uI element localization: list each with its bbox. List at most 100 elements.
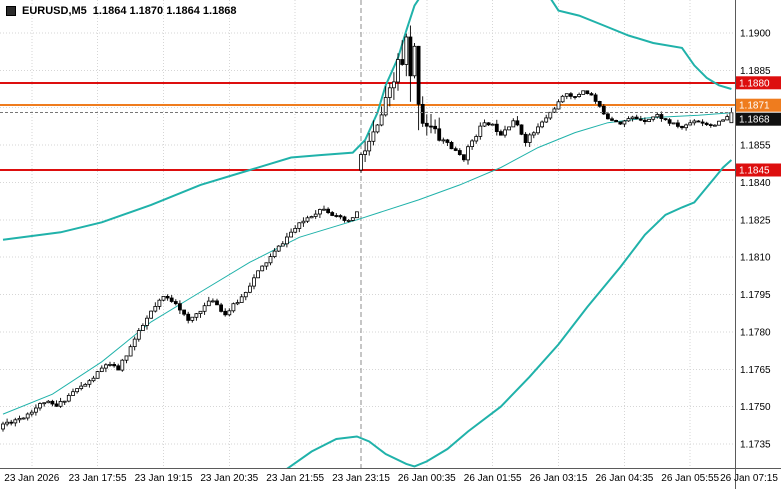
candle-body xyxy=(177,303,182,311)
candle-body xyxy=(112,363,116,367)
candle-body xyxy=(13,419,18,424)
candle-body xyxy=(223,310,228,316)
candle-body xyxy=(202,305,207,312)
candle-body xyxy=(186,313,191,321)
candle-body xyxy=(132,338,137,348)
candle-body xyxy=(449,141,454,150)
price-badge-1.1871 xyxy=(736,98,781,112)
candle-body xyxy=(441,139,446,142)
candle-body xyxy=(272,250,277,258)
candle-body xyxy=(457,150,462,155)
candle-body xyxy=(161,295,166,301)
candle-body xyxy=(498,131,503,136)
candle-body xyxy=(198,310,203,314)
candle-body xyxy=(124,355,129,361)
candle-body xyxy=(503,129,507,136)
price-axis-label: 1.1855 xyxy=(740,141,771,152)
candle-body xyxy=(610,118,614,121)
candle-body xyxy=(564,93,569,97)
candle-body xyxy=(466,146,470,161)
candle-body xyxy=(301,220,306,224)
candle-body xyxy=(585,90,590,95)
candle-body xyxy=(276,245,281,252)
candle-body xyxy=(280,243,285,247)
candle-body xyxy=(544,117,549,123)
candle-body xyxy=(91,377,96,382)
candle-body xyxy=(330,212,335,216)
candle-body xyxy=(569,93,573,97)
candle-body xyxy=(371,131,376,142)
candle-body xyxy=(190,316,195,321)
candle-body xyxy=(317,209,322,215)
candle-body xyxy=(145,317,149,326)
price-badge-label: 1.1871 xyxy=(739,101,770,112)
candle-body xyxy=(412,45,417,77)
candle-body xyxy=(416,45,421,105)
candle-body xyxy=(486,122,491,126)
candle-body xyxy=(577,94,581,98)
candle-body xyxy=(66,394,71,402)
candle-body xyxy=(375,124,380,133)
price-axis-label: 1.1780 xyxy=(740,327,771,338)
candle-body xyxy=(219,304,224,312)
candle-body xyxy=(58,400,63,407)
candle-body xyxy=(404,36,409,65)
candle-body xyxy=(424,122,429,127)
candle-body xyxy=(618,121,623,125)
candle-body xyxy=(38,403,42,409)
candle-body xyxy=(643,119,647,122)
legend-symbol: EURUSD,M5 xyxy=(22,5,87,17)
time-axis-label: 23 Jan 21:55 xyxy=(266,473,324,484)
candle-body xyxy=(560,95,565,103)
candle-body xyxy=(206,300,211,307)
candle-body xyxy=(671,122,676,125)
candle-body xyxy=(684,124,688,129)
candle-body xyxy=(157,299,162,307)
candle-body xyxy=(391,81,396,89)
candle-body xyxy=(210,300,215,303)
candle-body xyxy=(350,217,355,221)
candle-body xyxy=(293,227,298,233)
candle-body xyxy=(173,301,178,305)
candle-body xyxy=(322,208,326,211)
price-badge-label: 1.1868 xyxy=(739,115,770,126)
candle-body xyxy=(408,36,413,77)
time-axis-label: 26 Jan 00:35 xyxy=(398,473,456,484)
time-axis-label: 23 Jan 2026 xyxy=(4,473,59,484)
candle-body xyxy=(104,364,108,369)
candle-body xyxy=(140,324,145,331)
candle-body xyxy=(309,216,314,219)
candle-body xyxy=(383,97,388,116)
candle-body xyxy=(235,302,240,305)
price-badge-label: 1.1845 xyxy=(739,166,770,177)
candle-body xyxy=(34,407,38,413)
time-axis: 23 Jan 2026 23 Jan 17:55 23 Jan 19:15 23 Ja… xyxy=(4,473,778,484)
candle-body xyxy=(680,125,684,129)
candle-body xyxy=(243,291,248,298)
candle-body xyxy=(62,400,67,403)
candle-body xyxy=(359,154,363,171)
candle-body xyxy=(667,119,672,124)
candle-body xyxy=(651,116,656,120)
candle-body xyxy=(149,310,154,319)
chart-symbol-icon xyxy=(6,6,16,16)
candle-body xyxy=(437,128,442,141)
candle-body xyxy=(54,403,59,407)
price-axis-label: 1.1885 xyxy=(740,66,771,77)
candle-body xyxy=(708,124,713,126)
candle-body xyxy=(99,367,104,373)
candle-body xyxy=(256,270,261,279)
candle-body xyxy=(540,121,544,128)
candle-body xyxy=(659,114,664,119)
price-badge-1.1868 xyxy=(736,112,781,126)
candle-body xyxy=(729,112,734,124)
candle-body xyxy=(264,262,269,267)
candle-body xyxy=(717,120,721,126)
time-axis-label: 23 Jan 19:15 xyxy=(135,473,193,484)
candle-body xyxy=(490,123,495,126)
candle-body xyxy=(626,118,631,122)
candle-body xyxy=(531,132,536,136)
price-axis-label: 1.1750 xyxy=(740,402,771,413)
